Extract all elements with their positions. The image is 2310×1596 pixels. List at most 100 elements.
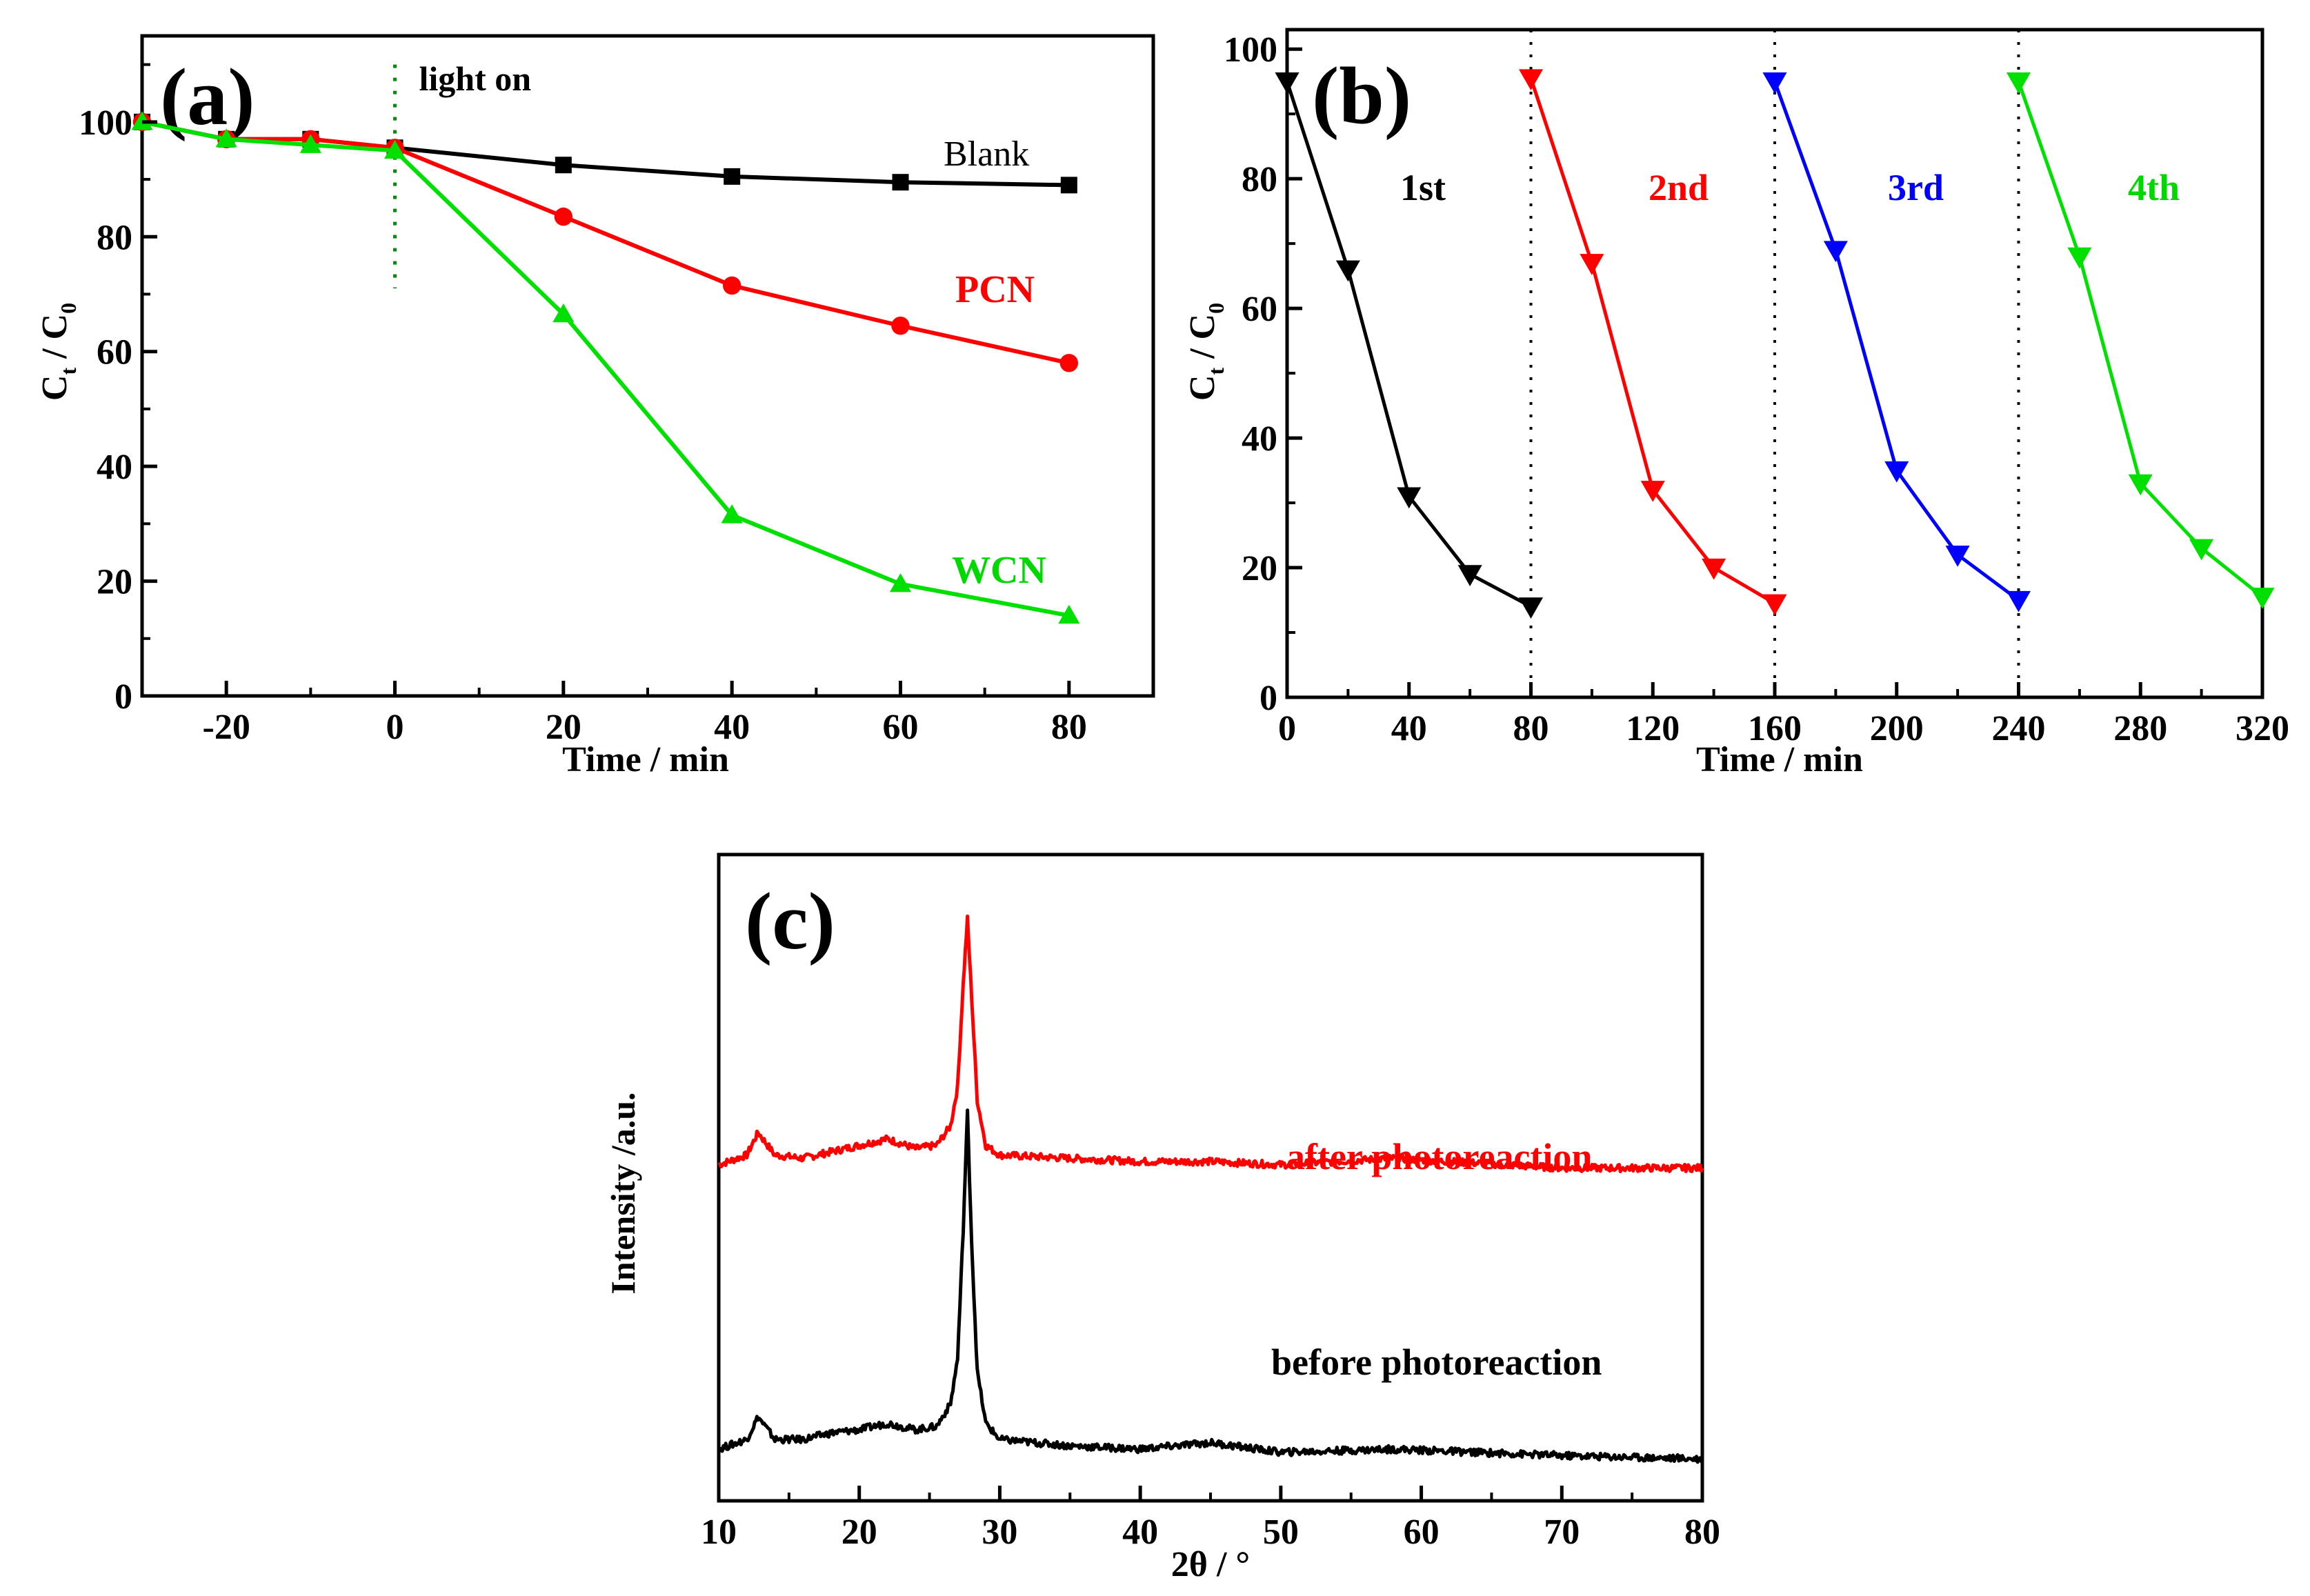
panel-b-y-tick-label: 60 <box>1242 290 1277 329</box>
data-point-pcn <box>554 207 573 226</box>
panel-c-x-axis-label: 2θ / ° <box>1171 1545 1250 1584</box>
data-point-cycle-2nd <box>1518 69 1544 91</box>
panel-a-y-tick-label: 100 <box>79 103 132 143</box>
series-line-cycle-1st <box>1285 81 1532 608</box>
data-point-cycle-3rd <box>1884 461 1909 483</box>
panel-a-y-tick-label: 0 <box>114 677 132 717</box>
data-point-cycle-4th <box>2006 72 2031 94</box>
data-point-blank <box>555 157 572 174</box>
panel-a-x-axis-label: Time / min <box>562 740 729 779</box>
series-label-blank: Blank <box>944 134 1029 174</box>
panel-b-x-tick-label: 240 <box>1992 709 2046 748</box>
data-point-pcn <box>891 317 910 335</box>
series-line-blank <box>141 119 1069 188</box>
panel-b-y-tick-label: 40 <box>1242 419 1277 459</box>
panel-b-x-tick-label: 200 <box>1870 709 1924 748</box>
series-label-wcn: WCN <box>952 549 1046 592</box>
panel-a-y-label-sub-0: 0 <box>56 303 81 314</box>
data-point-wcn <box>889 573 912 592</box>
panel-c-y-axis-label: Intensity /a.u. <box>604 1092 642 1294</box>
panel-b-x-tick-label: 40 <box>1391 709 1427 748</box>
cycle-label-3rd: 3rd <box>1888 167 1944 208</box>
panel-b-y-label-sub-0: 0 <box>1204 303 1228 314</box>
panel-a-x-tick-label: 40 <box>714 708 750 747</box>
panel-a-x-tick-label: 0 <box>386 708 404 747</box>
panel-a-x-tick-label: 60 <box>883 708 919 747</box>
data-point-cycle-1st <box>1457 565 1482 586</box>
cycle-label-1st: 1st <box>1400 167 1446 208</box>
panel-b-y-tick-label: 20 <box>1242 549 1277 588</box>
series-line-pcn <box>141 119 1070 366</box>
panel-b-x-axis-label: Time / min <box>1696 740 1863 779</box>
data-point-wcn <box>721 504 743 523</box>
light-on-annotation: light on <box>419 59 532 98</box>
data-point-cycle-2nd <box>1640 481 1665 502</box>
panel-b-x-tick-label: 160 <box>1748 709 1802 748</box>
panel-a-y-axis-label: Ct / C0 <box>35 303 81 401</box>
panel-c-x-tick-label: 70 <box>1544 1513 1580 1552</box>
data-point-pcn <box>1059 354 1079 372</box>
panel-c-xrd-chart: (c) 10 20 30 40 50 60 70 80 after photoreaction… <box>604 852 1720 1584</box>
panel-c-x-tick-label: 50 <box>1263 1513 1299 1552</box>
series-line-cycle-3rd <box>1773 81 2020 602</box>
series-label-pcn: PCN <box>955 268 1035 311</box>
data-point-cycle-4th <box>2128 474 2153 496</box>
cycle-label-4th: 4th <box>2128 167 2180 208</box>
data-point-cycle-4th <box>2189 539 2214 561</box>
data-point-cycle-3rd <box>1762 72 1787 94</box>
panel-b-x-tick-label: 80 <box>1513 709 1549 748</box>
xrd-trace-before-photoreaction <box>717 1108 1704 1464</box>
panel-b-x-tick-label: 280 <box>2113 709 2167 748</box>
data-point-cycle-3rd <box>1945 546 1970 567</box>
panel-a-y-tick-label: 60 <box>97 333 132 372</box>
data-point-cycle-4th <box>2067 247 2092 269</box>
trace-label-after-photoreaction: after photoreaction <box>1286 1136 1592 1177</box>
data-point-cycle-2nd <box>1702 558 1726 580</box>
panel-c-x-tick-label: 40 <box>1122 1513 1158 1552</box>
data-point-wcn <box>299 134 321 153</box>
data-point-wcn <box>1058 604 1080 624</box>
data-point-wcn <box>384 139 406 159</box>
data-point-cycle-1st <box>1518 597 1544 619</box>
data-point-blank <box>724 168 741 185</box>
data-point-wcn <box>552 303 575 323</box>
data-point-cycle-3rd <box>2006 590 2031 612</box>
data-point-wcn <box>215 128 237 148</box>
cycle-label-2nd: 2nd <box>1649 167 1709 208</box>
panel-c-x-tick-label: 30 <box>982 1513 1017 1552</box>
panel-b-y-label-c: C <box>1183 375 1222 401</box>
trace-label-before-photoreaction: before photoreaction <box>1271 1341 1602 1383</box>
xrd-trace-after-photoreaction <box>717 915 1704 1173</box>
panel-b-y-tick-label: 100 <box>1224 30 1277 70</box>
panel-c-frame <box>717 852 1704 1503</box>
panel-b-y-label-sub-t: t <box>1204 368 1228 375</box>
series-line-wcn <box>141 119 1070 618</box>
data-point-cycle-4th <box>2250 588 2275 609</box>
panel-a-y-label-sep: / C <box>35 314 74 368</box>
panel-a-x-tick-label: 20 <box>546 708 581 747</box>
panel-a-y-tick-label: 20 <box>97 563 132 602</box>
panel-a-y-label-c: C <box>35 375 74 401</box>
panel-c-x-tick-label: 20 <box>842 1513 877 1552</box>
svg-text:Ct / C0: Ct / C0 <box>35 303 81 401</box>
data-point-blank <box>892 174 909 191</box>
panel-b-label: (b) <box>1312 50 1411 141</box>
data-point-cycle-3rd <box>1823 241 1848 263</box>
panel-c-x-tick-label: 10 <box>701 1513 737 1552</box>
panel-a-x-tick-label: 80 <box>1051 708 1087 747</box>
panel-b-cycling-chart: (b) 0 40 80 120 160 200 240 280 320020406080100 … <box>1183 28 2289 779</box>
panel-b-y-tick-label: 0 <box>1259 679 1277 718</box>
panel-b-x-tick-label: 120 <box>1626 709 1680 748</box>
data-point-cycle-1st <box>1397 487 1422 509</box>
panel-a-y-label-sub-t: t <box>56 368 81 375</box>
panel-b-y-axis-label: Ct / C0 <box>1183 303 1228 401</box>
panel-c-label: (c) <box>745 876 835 966</box>
data-point-cycle-2nd <box>1580 254 1604 275</box>
data-point-pcn <box>722 276 741 295</box>
panel-b-x-tick-label: 320 <box>2236 709 2289 748</box>
panel-b-y-tick-label: 80 <box>1242 160 1277 199</box>
data-point-cycle-1st <box>1335 260 1360 282</box>
data-point-blank <box>1060 177 1077 194</box>
